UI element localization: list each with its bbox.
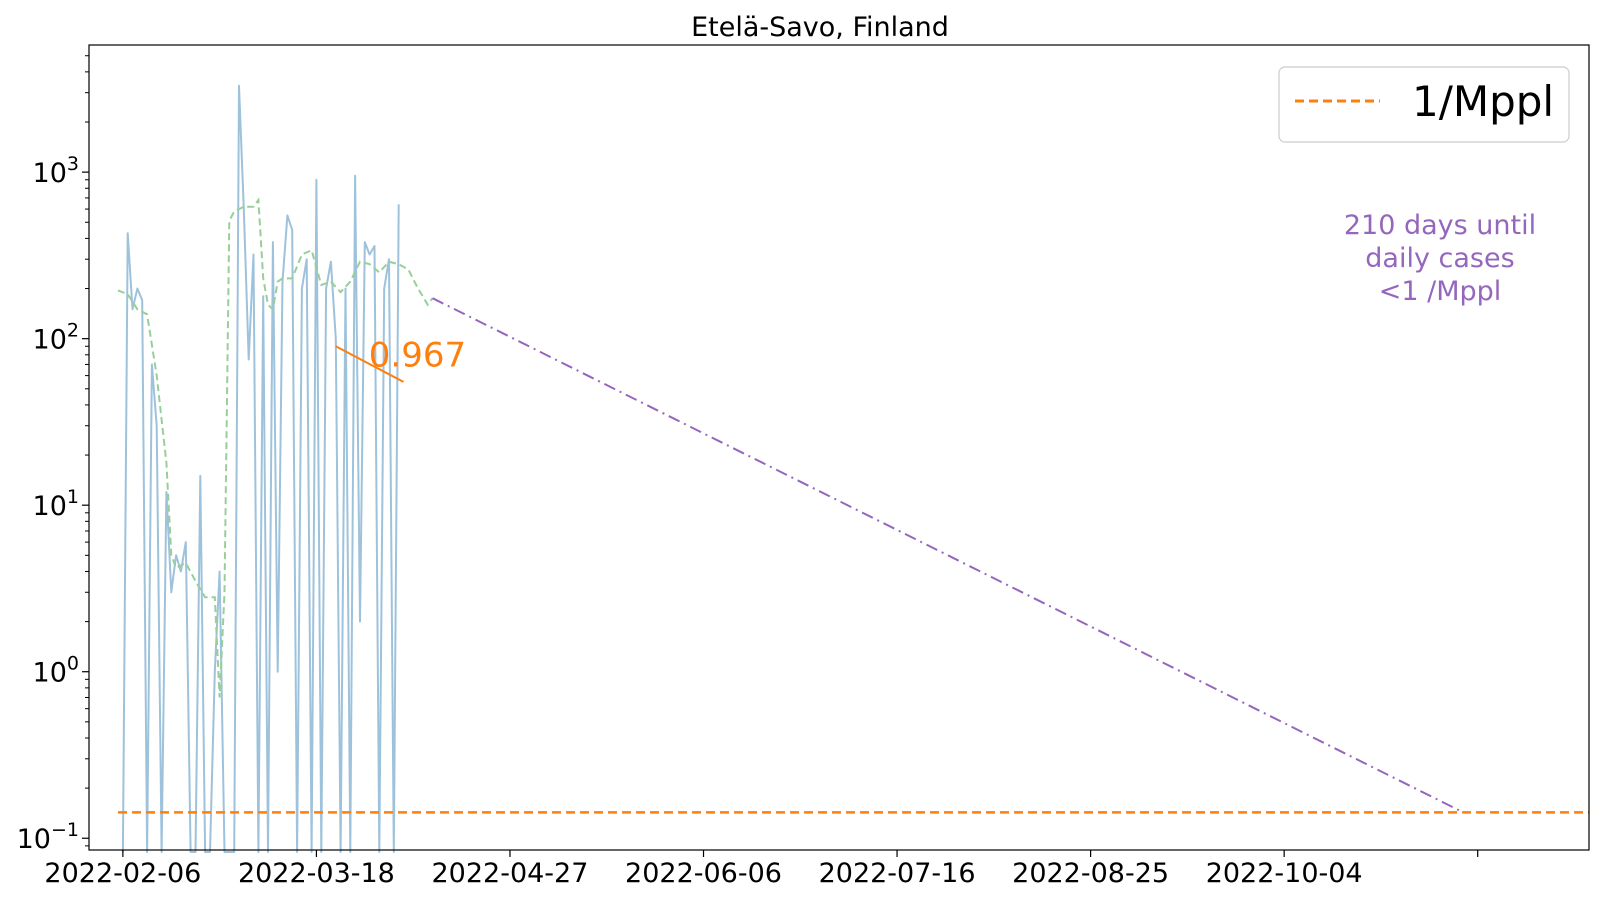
x-tick-label: 2022-04-27 xyxy=(432,858,589,889)
days-until-annotation-line: <1 /Mppl xyxy=(1379,276,1502,307)
y-tick-label: 102 xyxy=(33,320,79,356)
x-tick-label: 2022-03-18 xyxy=(238,858,395,889)
axes: 2022-02-06 2022-03-18 2022-04-27 2022-06-06… xyxy=(17,55,1479,889)
legend-label-1-mppl: 1/Mppl xyxy=(1412,77,1554,126)
series-smoothed-line xyxy=(117,197,434,698)
projection-line xyxy=(432,297,1464,814)
x-tick-label: 2022-10-04 xyxy=(1206,858,1363,889)
days-until-annotation-line: daily cases xyxy=(1365,243,1514,274)
chart-title: Etelä-Savo, Finland xyxy=(691,12,949,43)
series-daily-cases-line xyxy=(121,84,400,853)
y-tick-label: 100 xyxy=(33,653,79,689)
x-tick-label: 2022-08-25 xyxy=(1012,858,1169,889)
y-tick-label: 101 xyxy=(33,486,79,522)
plot-frame xyxy=(88,44,1590,851)
days-until-annotation-line: 210 days until xyxy=(1344,210,1536,241)
x-tick-label: 2022-06-06 xyxy=(625,858,782,889)
legend: 1/Mppl xyxy=(1278,66,1570,143)
x-tick-label: 2022-07-16 xyxy=(819,858,976,889)
legend-box xyxy=(1278,66,1570,143)
growth-rate-label: 0.967 xyxy=(369,335,466,375)
y-tick-label: 103 xyxy=(33,153,79,189)
growth-rate-segment xyxy=(335,345,404,383)
plot-area xyxy=(117,84,1589,853)
y-tick-label: 10−1 xyxy=(17,819,79,855)
x-tick-label: 2022-02-06 xyxy=(44,858,201,889)
